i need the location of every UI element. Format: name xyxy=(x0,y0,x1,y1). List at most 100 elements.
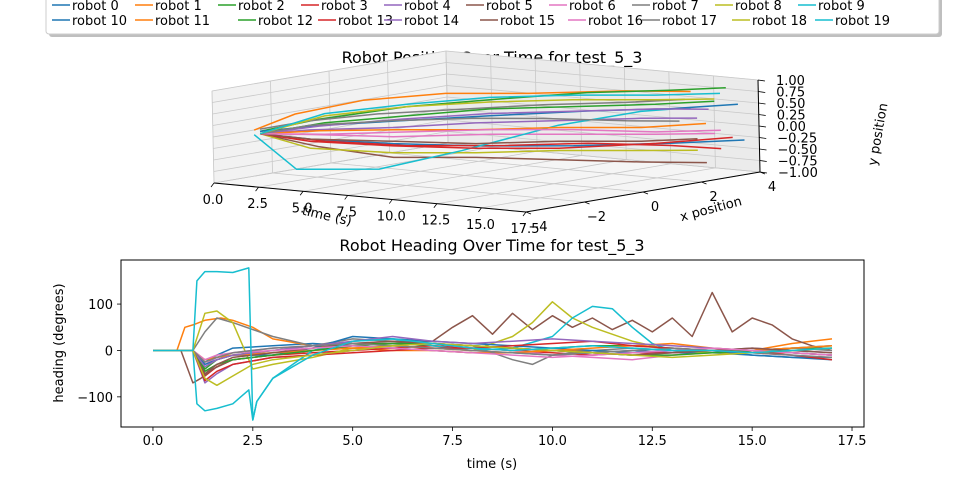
tick-label: −4 xyxy=(528,220,547,235)
heading-line xyxy=(153,291,833,384)
legend-frame xyxy=(45,0,940,35)
tick-label: 5.0 xyxy=(292,201,313,216)
heading-xlabel: time (s) xyxy=(467,457,517,472)
tick-mark xyxy=(757,79,766,82)
heading-line xyxy=(153,267,833,421)
tick-label: 7.5 xyxy=(336,205,357,220)
tick-mark xyxy=(758,125,767,128)
tick-label: 0.0 xyxy=(143,434,164,449)
position-line xyxy=(259,117,680,135)
legend-label: robot 3 xyxy=(321,0,368,14)
legend-label: robot 5 xyxy=(486,0,533,14)
grid-line xyxy=(272,172,585,203)
tick-label: 0.0 xyxy=(203,193,224,208)
tick-label: 0.25 xyxy=(777,109,806,124)
heading-plot-title: Robot Heading Over Time for test_5_3 xyxy=(339,236,644,256)
tick-mark xyxy=(759,148,767,151)
position-line xyxy=(259,98,715,135)
tick-mark xyxy=(433,203,438,208)
tick-label: 0.75 xyxy=(776,86,805,101)
grid-line xyxy=(445,50,759,81)
position-lines xyxy=(253,87,745,170)
position-line xyxy=(253,106,692,170)
legend-label: robot 19 xyxy=(835,14,890,29)
legend-label: robot 17 xyxy=(662,14,717,29)
legend-label: robot 16 xyxy=(588,14,643,29)
tick-label: 1.00 xyxy=(776,74,805,89)
tick-label: 0.00 xyxy=(777,120,806,135)
tick-mark xyxy=(478,207,482,213)
tick-label: 15.0 xyxy=(738,434,767,449)
legend-label: robot 14 xyxy=(404,14,459,29)
grid-line xyxy=(212,62,447,103)
tick-mark xyxy=(584,201,590,205)
axis-line-time xyxy=(213,182,527,213)
legend-label: robot 1 xyxy=(155,0,202,14)
position-line xyxy=(259,132,698,154)
legend-label: robot 18 xyxy=(752,14,807,29)
tick-label: 17.5 xyxy=(511,222,540,237)
heading-lines xyxy=(153,267,833,421)
legend-label: robot 9 xyxy=(818,0,865,14)
position-line xyxy=(260,117,698,135)
tick-label: 7.5 xyxy=(442,434,463,449)
tick-mark xyxy=(759,171,768,174)
tick-mark xyxy=(522,211,527,217)
position-line xyxy=(259,132,733,149)
tick-label: 0.50 xyxy=(777,97,806,112)
tick-label: 100 xyxy=(88,298,113,313)
heading-line xyxy=(153,301,833,370)
tick-label: −2 xyxy=(587,210,606,225)
tick-mark xyxy=(344,195,349,200)
tick-label: −1.00 xyxy=(778,166,818,181)
tick-label: 15.0 xyxy=(466,218,495,233)
grid-line xyxy=(213,131,448,172)
tick-mark xyxy=(255,186,259,192)
tick-label: −100 xyxy=(77,391,113,406)
tick-mark xyxy=(642,191,649,195)
heading-axes-frame xyxy=(120,259,865,428)
tick-label: 5.0 xyxy=(342,434,363,449)
tick-label: 2.5 xyxy=(242,434,263,449)
tick-mark xyxy=(210,182,215,188)
grid-line xyxy=(446,62,759,92)
tick-label: 4 xyxy=(768,180,776,195)
legend-label: robot 8 xyxy=(735,0,782,14)
tick-label: 2 xyxy=(709,190,717,205)
grid-line xyxy=(213,142,449,184)
tick-label: 0 xyxy=(651,200,659,215)
position-zlabel: y position xyxy=(866,102,892,167)
heading-line xyxy=(153,335,833,368)
position-line xyxy=(259,100,715,135)
position-line xyxy=(260,128,721,136)
legend-label: robot 4 xyxy=(404,0,451,14)
legend-label: robot 6 xyxy=(569,0,616,14)
tick-label: 10.0 xyxy=(538,434,567,449)
legend-label: robot 7 xyxy=(652,0,699,14)
heading-ylabel: heading (degrees) xyxy=(52,283,67,402)
position-line xyxy=(260,132,698,145)
heading-plot: Robot Heading Over Time for test_5_3 0.0… xyxy=(52,236,866,472)
position-line xyxy=(260,108,709,135)
tick-mark xyxy=(759,137,767,139)
legend-label: robot 15 xyxy=(500,14,555,29)
tick-label: 12.5 xyxy=(638,434,667,449)
legend-label: robot 13 xyxy=(338,14,393,29)
tick-mark xyxy=(758,91,766,93)
tick-label: −0.25 xyxy=(777,132,817,147)
tick-label: 2.5 xyxy=(247,197,268,212)
legend-label: robot 0 xyxy=(72,0,119,14)
position-line xyxy=(259,132,707,164)
tick-label: 12.5 xyxy=(421,214,450,229)
tick-label: 17.5 xyxy=(838,434,867,449)
legend-label: robot 11 xyxy=(155,14,210,29)
legend-label: robot 12 xyxy=(258,14,313,29)
tick-label: −0.50 xyxy=(778,143,818,158)
tick-mark xyxy=(759,160,767,162)
legend-items: robot 0 robot 1 robot 2 robot 3 robot 4 robot… xyxy=(52,0,890,29)
legend-label: robot 10 xyxy=(72,14,127,29)
grid-line xyxy=(212,85,447,126)
legend: robot 0 robot 1 robot 2 robot 3 robot 4 robot… xyxy=(45,0,942,37)
position-line xyxy=(259,92,721,135)
tick-mark xyxy=(758,114,766,116)
